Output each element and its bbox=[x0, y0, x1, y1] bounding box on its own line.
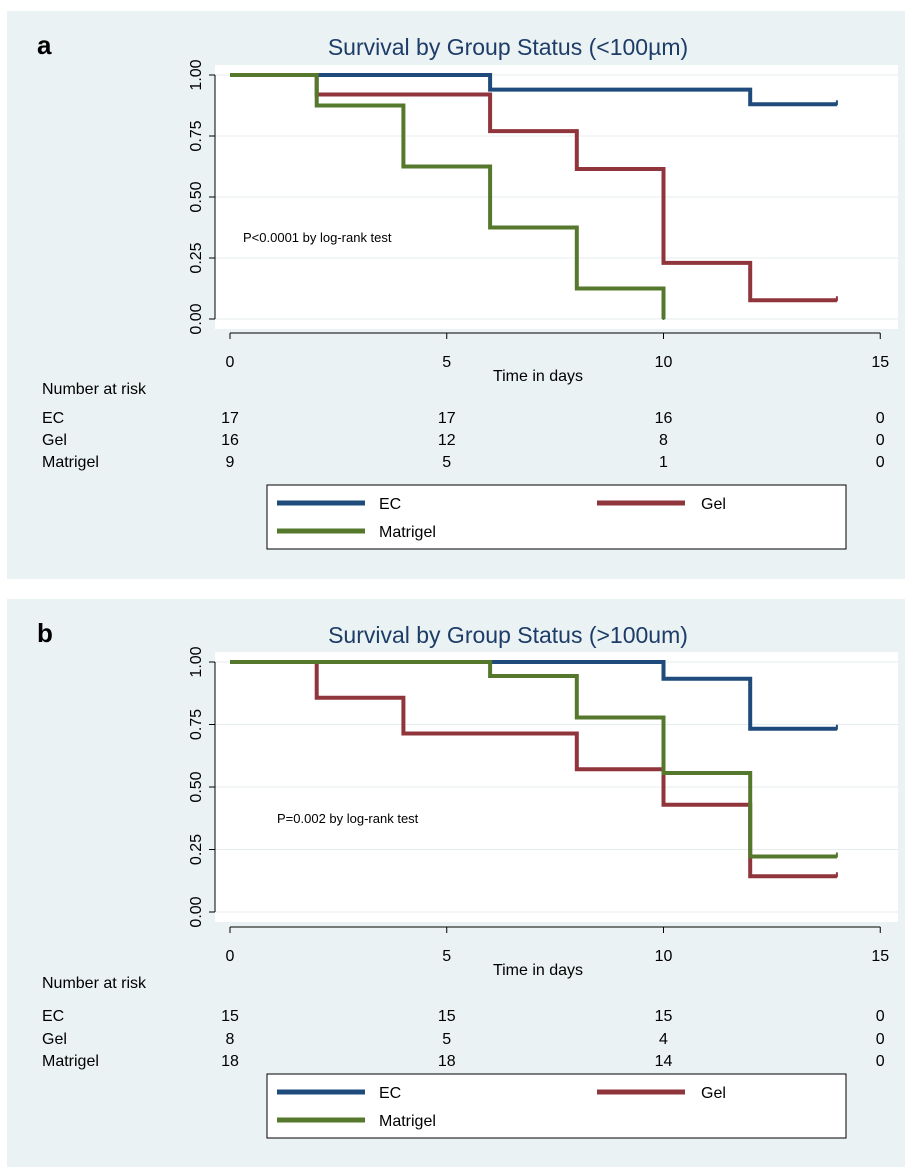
risk-value: 0 bbox=[876, 454, 885, 471]
x-tick-label: 10 bbox=[655, 354, 673, 371]
risk-value: 4 bbox=[659, 1031, 668, 1048]
risk-value: 17 bbox=[221, 410, 239, 427]
x-tick-label: 0 bbox=[226, 948, 235, 965]
x-tick-label: 15 bbox=[871, 354, 889, 371]
legend-label-matrigel: Matrigel bbox=[379, 524, 436, 541]
legend-box bbox=[266, 1073, 847, 1139]
y-tick-label: 0.50 bbox=[188, 181, 205, 212]
risk-table-title: Number at risk bbox=[42, 381, 147, 398]
risk-value: 15 bbox=[221, 1008, 239, 1025]
x-axis-label: Time in days bbox=[493, 962, 583, 979]
series-line-ec bbox=[230, 73, 837, 107]
risk-value: 12 bbox=[438, 432, 456, 449]
risk-row-name: EC bbox=[42, 1008, 64, 1025]
legend-label-gel: Gel bbox=[701, 496, 726, 513]
logrank-annotation: P=0.002 by log-rank test bbox=[277, 811, 419, 826]
panel-label: a bbox=[37, 30, 52, 60]
risk-value: 0 bbox=[876, 1031, 885, 1048]
risk-value: 8 bbox=[226, 1031, 235, 1048]
y-tick-label: 0.50 bbox=[188, 771, 205, 802]
risk-row-name: Gel bbox=[42, 1031, 67, 1048]
series-line-matrigel bbox=[230, 660, 837, 859]
logrank-annotation: P<0.0001 by log-rank test bbox=[243, 230, 392, 245]
risk-value: 0 bbox=[876, 1053, 885, 1070]
risk-value: 18 bbox=[438, 1053, 456, 1070]
risk-table: EC 17 17 16 0 Gel 16 12 8 0 Matrigel 9 5 1 0 bbox=[42, 410, 885, 471]
legend: EC Gel Matrigel bbox=[266, 484, 847, 550]
legend: EC Gel Matrigel bbox=[266, 1073, 847, 1139]
chart-title: Survival by Group Status (>100um) bbox=[328, 622, 688, 648]
chart-svg-a: a Survival by Group Status (<100µm) 0.00… bbox=[37, 30, 898, 550]
risk-row-name: EC bbox=[42, 410, 64, 427]
risk-row-name: Gel bbox=[42, 432, 67, 449]
risk-value: 0 bbox=[876, 410, 885, 427]
x-tick-label: 0 bbox=[226, 354, 235, 371]
risk-value: 9 bbox=[226, 454, 235, 471]
panel-label: b bbox=[37, 618, 53, 648]
y-tick-label: 0.00 bbox=[188, 896, 205, 927]
risk-table: EC 15 15 15 0 Gel 8 5 4 0 Matrigel 18 18 14 0 bbox=[42, 1008, 885, 1070]
x-axis-label: Time in days bbox=[493, 368, 583, 385]
risk-value: 14 bbox=[655, 1053, 673, 1070]
risk-value: 0 bbox=[876, 432, 885, 449]
risk-value: 5 bbox=[442, 454, 451, 471]
plot-area: 0.00 0.25 0.50 0.75 1.00 0 5 10 15 bbox=[188, 646, 898, 965]
x-tick-label: 5 bbox=[442, 354, 451, 371]
risk-value: 18 bbox=[221, 1053, 239, 1070]
series-line-ec bbox=[230, 660, 837, 731]
chart-svg-b: b Survival by Group Status (>100um) 0.00… bbox=[37, 618, 898, 1139]
legend-label-ec: EC bbox=[379, 1085, 401, 1102]
risk-value: 15 bbox=[438, 1008, 456, 1025]
y-tick-label: 0.25 bbox=[188, 242, 205, 273]
risk-value: 15 bbox=[655, 1008, 673, 1025]
risk-value: 1 bbox=[659, 454, 668, 471]
x-tick-label: 15 bbox=[871, 948, 889, 965]
risk-value: 5 bbox=[442, 1031, 451, 1048]
y-tick-label: 0.00 bbox=[188, 303, 205, 334]
chart-panel-a: a Survival by Group Status (<100µm) 0.00… bbox=[7, 11, 905, 579]
y-tick-label: 0.25 bbox=[188, 834, 205, 865]
legend-label-gel: Gel bbox=[701, 1085, 726, 1102]
legend-box bbox=[266, 484, 847, 550]
y-tick-label: 1.00 bbox=[188, 59, 205, 90]
legend-label-matrigel: Matrigel bbox=[379, 1113, 436, 1130]
risk-value: 8 bbox=[659, 432, 668, 449]
chart-panel-b: b Survival by Group Status (>100um) 0.00… bbox=[7, 599, 905, 1167]
risk-value: 17 bbox=[438, 410, 456, 427]
legend-label-ec: EC bbox=[379, 496, 401, 513]
risk-row-name: Matrigel bbox=[42, 1053, 99, 1070]
risk-value: 0 bbox=[876, 1008, 885, 1025]
series-line-matrigel bbox=[230, 73, 666, 319]
risk-table-title: Number at risk bbox=[42, 975, 147, 992]
y-tick-label: 0.75 bbox=[188, 120, 205, 151]
plot-area: 0.00 0.25 0.50 0.75 1.00 0 5 10 15 bbox=[188, 59, 898, 371]
y-tick-label: 1.00 bbox=[188, 646, 205, 677]
risk-row-name: Matrigel bbox=[42, 454, 99, 471]
x-tick-label: 10 bbox=[655, 948, 673, 965]
risk-value: 16 bbox=[221, 432, 239, 449]
chart-title: Survival by Group Status (<100µm) bbox=[328, 34, 688, 60]
x-tick-label: 5 bbox=[442, 948, 451, 965]
risk-value: 16 bbox=[655, 410, 673, 427]
y-tick-label: 0.75 bbox=[188, 709, 205, 740]
